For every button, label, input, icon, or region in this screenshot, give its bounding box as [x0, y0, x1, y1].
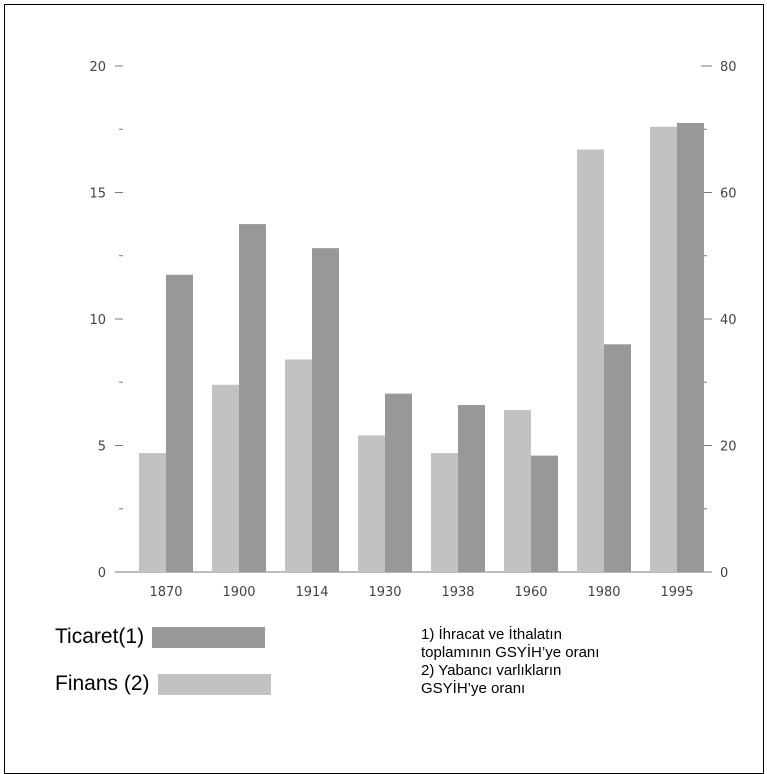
right-tick-label: 80	[720, 60, 737, 75]
x-tick-label: 1938	[441, 585, 474, 600]
bar-ticaret	[604, 344, 631, 572]
bar-ticaret	[677, 122, 704, 573]
legend-item-finans: Finans (2)	[55, 672, 271, 696]
legend-label-ticaret: Ticaret(1)	[55, 625, 145, 648]
x-tick-label: 1930	[368, 585, 401, 600]
left-tick-label: 10	[89, 313, 106, 328]
left-tick-label: 0	[98, 566, 106, 581]
tick-labels: 0 5 10 15 20 0 20 40 60 80 1870 1900 1914 1930 1938 196…	[89, 60, 736, 600]
footnote-line: 2) Yabancı varlıkların	[421, 662, 562, 679]
bar-finans	[139, 453, 166, 572]
x-tick-label: 1960	[514, 585, 547, 600]
bar-ticaret	[385, 393, 412, 572]
left-tick-label: 20	[89, 60, 106, 75]
bar-finans	[212, 384, 239, 572]
x-tick-label: 1870	[149, 585, 182, 600]
legend-label-finans: Finans (2)	[55, 672, 150, 695]
bar-ticaret	[458, 405, 485, 572]
right-tick-label: 40	[720, 313, 737, 328]
bar-ticaret	[166, 274, 193, 572]
bar-finans	[431, 453, 458, 572]
right-tick-label: 20	[720, 440, 737, 455]
bar-finans	[285, 359, 312, 572]
x-tick-label: 1914	[295, 585, 328, 600]
footnote-line: toplamının GSYİH’ye oranı	[421, 644, 600, 661]
bar-ticaret	[531, 455, 558, 572]
bar-finans	[577, 149, 604, 573]
legend-swatch-finans	[157, 673, 271, 695]
left-tick-label: 15	[89, 187, 106, 202]
x-tick-label: 1995	[660, 585, 693, 600]
x-tick-label: 1900	[222, 585, 255, 600]
bar-finans	[358, 435, 385, 572]
footnotes: 1) İhracat ve İthalatın toplamının GSYİH…	[421, 626, 721, 698]
bar-ticaret	[239, 224, 266, 572]
bar-finans	[504, 410, 531, 572]
right-tick-label: 0	[720, 566, 728, 581]
bar-finans	[650, 126, 677, 572]
footnote-line: 1) İhracat ve İthalatın	[421, 626, 562, 643]
right-tick-label: 60	[720, 187, 737, 202]
legend-swatch-ticaret	[152, 626, 266, 648]
bars	[139, 122, 704, 573]
left-tick-label: 5	[98, 440, 106, 455]
legend-item-ticaret: Ticaret(1)	[55, 625, 266, 649]
bar-ticaret	[312, 248, 339, 572]
x-tick-label: 1980	[587, 585, 620, 600]
chart-frame	[4, 4, 764, 774]
footnote-line: GSYİH’ye oranı	[421, 680, 526, 697]
